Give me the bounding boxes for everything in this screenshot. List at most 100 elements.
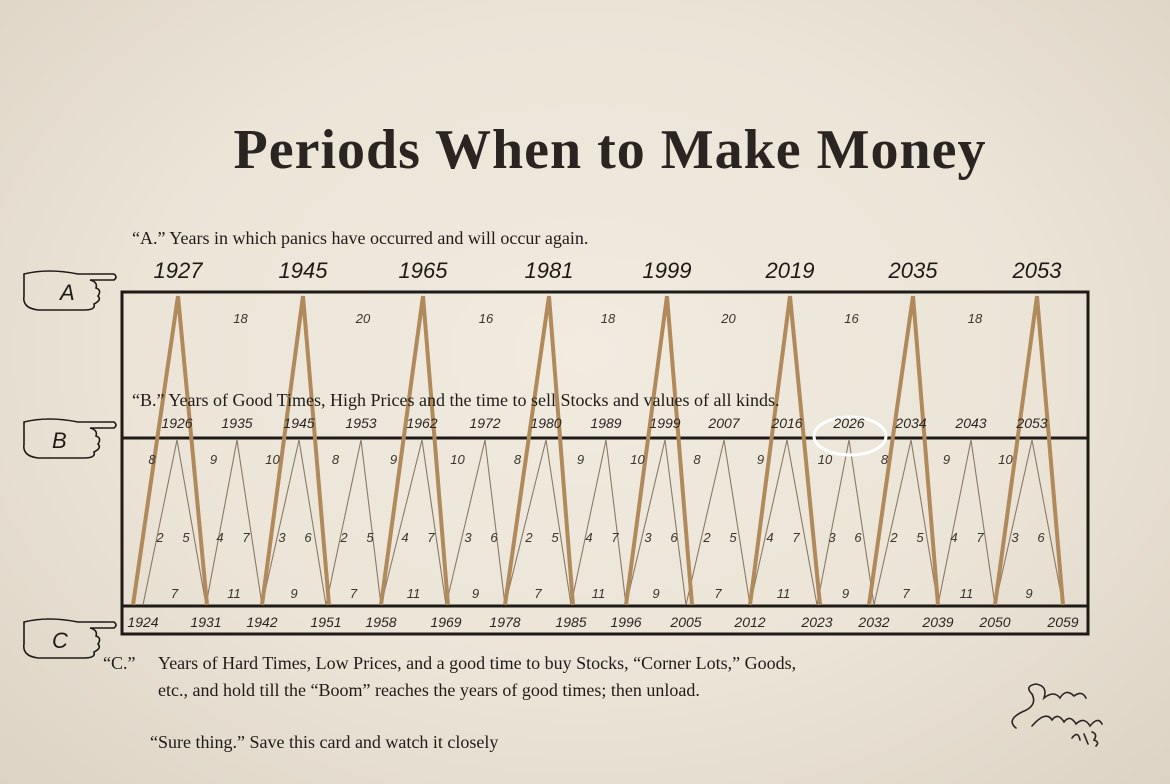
interval-b-lower: 9 <box>471 586 480 601</box>
interval-b-upper: 8 <box>513 452 522 467</box>
signature <box>1011 683 1103 747</box>
interval-b-upper: 10 <box>998 452 1013 467</box>
thin-line-rise <box>261 439 300 606</box>
interval-b-mid-left: 2 <box>890 530 898 545</box>
interval-b-mid-left: 3 <box>464 530 472 545</box>
caption-b: “B.” Years of Good Times, High Prices an… <box>132 390 780 410</box>
thin-line-fall <box>786 439 818 606</box>
thin-line-fall <box>236 439 263 606</box>
interval-b-upper: 9 <box>756 452 765 467</box>
year-c: 2032 <box>858 614 890 630</box>
interval-b-upper: 10 <box>265 452 280 467</box>
interval-b-mid-left: 4 <box>401 530 409 545</box>
thin-line-fall <box>848 439 875 606</box>
pointing-hand-c-icon: C <box>22 618 117 659</box>
year-c: 2039 <box>922 614 954 630</box>
year-b: 1980 <box>530 415 562 431</box>
peak-line-fall <box>665 295 694 606</box>
interval-b-mid-right: 5 <box>182 530 190 545</box>
interval-b-mid-right: 5 <box>729 530 737 545</box>
year-b: 2016 <box>771 415 803 431</box>
interval-a: 18 <box>967 311 983 326</box>
thin-line-rise <box>205 439 238 606</box>
interval-b-lower: 11 <box>959 586 974 601</box>
interval-b-mid-right: 6 <box>1037 530 1045 545</box>
peak-line-rise <box>379 295 425 606</box>
year-b: 1962 <box>406 415 438 431</box>
thin-line-rise <box>937 439 972 606</box>
interval-a: 20 <box>355 311 371 326</box>
interval-b-mid-right: 7 <box>976 530 984 545</box>
interval-b-lower: 9 <box>652 586 660 601</box>
year-b: 2043 <box>955 415 987 431</box>
thin-line-rise <box>504 439 547 606</box>
interval-b-lower: 7 <box>349 586 358 601</box>
year-c: 2050 <box>979 614 1011 630</box>
thin-line-fall <box>360 439 382 606</box>
peak-line-rise <box>260 295 305 606</box>
caption-a: “A.” Years in which panics have occurred… <box>132 228 589 248</box>
peak-line-fall <box>301 295 331 606</box>
interval-b-lower: 7 <box>170 586 179 601</box>
year-b-highlighted: 2026 <box>833 415 865 431</box>
interval-b-mid-right: 5 <box>551 530 559 545</box>
interval-b-mid-right: 7 <box>792 530 800 545</box>
thin-line-fall <box>421 439 447 606</box>
interval-b-upper: 9 <box>389 452 398 467</box>
interval-b-mid-right: 7 <box>427 530 435 545</box>
year-c: 1924 <box>127 614 159 630</box>
interval-a: 18 <box>233 311 248 326</box>
interval-b-upper: 9 <box>942 452 951 467</box>
interval-b-mid-right: 7 <box>611 530 619 545</box>
pointing-hand-a-icon: A <box>22 270 117 311</box>
thin-cycle-lines <box>142 439 1064 606</box>
thin-line-rise <box>445 439 486 606</box>
year-a: 1999 <box>642 258 692 283</box>
year-b: 1999 <box>649 415 681 431</box>
thin-line-rise <box>142 439 178 606</box>
interval-b-mid-left: 4 <box>766 530 774 545</box>
interval-b-lower: 11 <box>227 586 241 601</box>
year-b: 2053 <box>1016 415 1048 431</box>
peak-line-rise <box>624 295 669 606</box>
year-c: 1996 <box>610 614 642 630</box>
year-c: 1951 <box>310 614 342 630</box>
interval-a: 20 <box>721 311 736 326</box>
thin-line-rise <box>749 439 788 606</box>
thin-line-rise <box>325 439 362 606</box>
interval-b-mid-right: 5 <box>366 530 374 545</box>
year-b: 1926 <box>161 415 193 431</box>
marker-a: A <box>58 280 75 305</box>
bottom-strip <box>120 604 1090 636</box>
interval-b-lower: 7 <box>714 586 722 601</box>
year-a: 2019 <box>765 258 815 283</box>
peak-line-fall <box>421 295 450 606</box>
page-title: Periods When to Make Money <box>233 119 987 181</box>
year-a: 1965 <box>398 258 448 283</box>
year-b: 1945 <box>283 415 315 431</box>
thin-line-fall <box>723 439 751 606</box>
interval-b-mid-right: 5 <box>916 530 924 545</box>
interval-a: 16 <box>478 311 494 326</box>
interval-b-lower: 9 <box>1025 586 1033 601</box>
marker-c: C <box>52 628 68 653</box>
year-a: 2035 <box>888 258 938 283</box>
interval-a: 18 <box>600 311 616 326</box>
peak-cycle-lines <box>131 295 1065 606</box>
year-a: 1945 <box>278 258 328 283</box>
thin-line-fall <box>1031 439 1064 606</box>
interval-b-upper: 8 <box>880 452 889 467</box>
interval-b-upper: 9 <box>576 452 585 467</box>
interval-b-lower: 9 <box>841 586 850 601</box>
caption-c-line2: etc., and hold till the “Boom” reaches t… <box>158 680 700 700</box>
year-c: 1931 <box>190 614 222 630</box>
interval-b-mid-left: 3 <box>278 530 286 545</box>
year-b: 2034 <box>895 415 927 431</box>
thin-line-rise <box>994 439 1033 606</box>
peak-line-rise <box>748 295 792 606</box>
peak-line-fall <box>788 295 822 606</box>
interval-b-mid-left: 4 <box>585 530 593 545</box>
caption-sure-thing: “Sure thing.” Save this card and watch i… <box>150 732 499 752</box>
year-c: 1985 <box>555 614 587 630</box>
